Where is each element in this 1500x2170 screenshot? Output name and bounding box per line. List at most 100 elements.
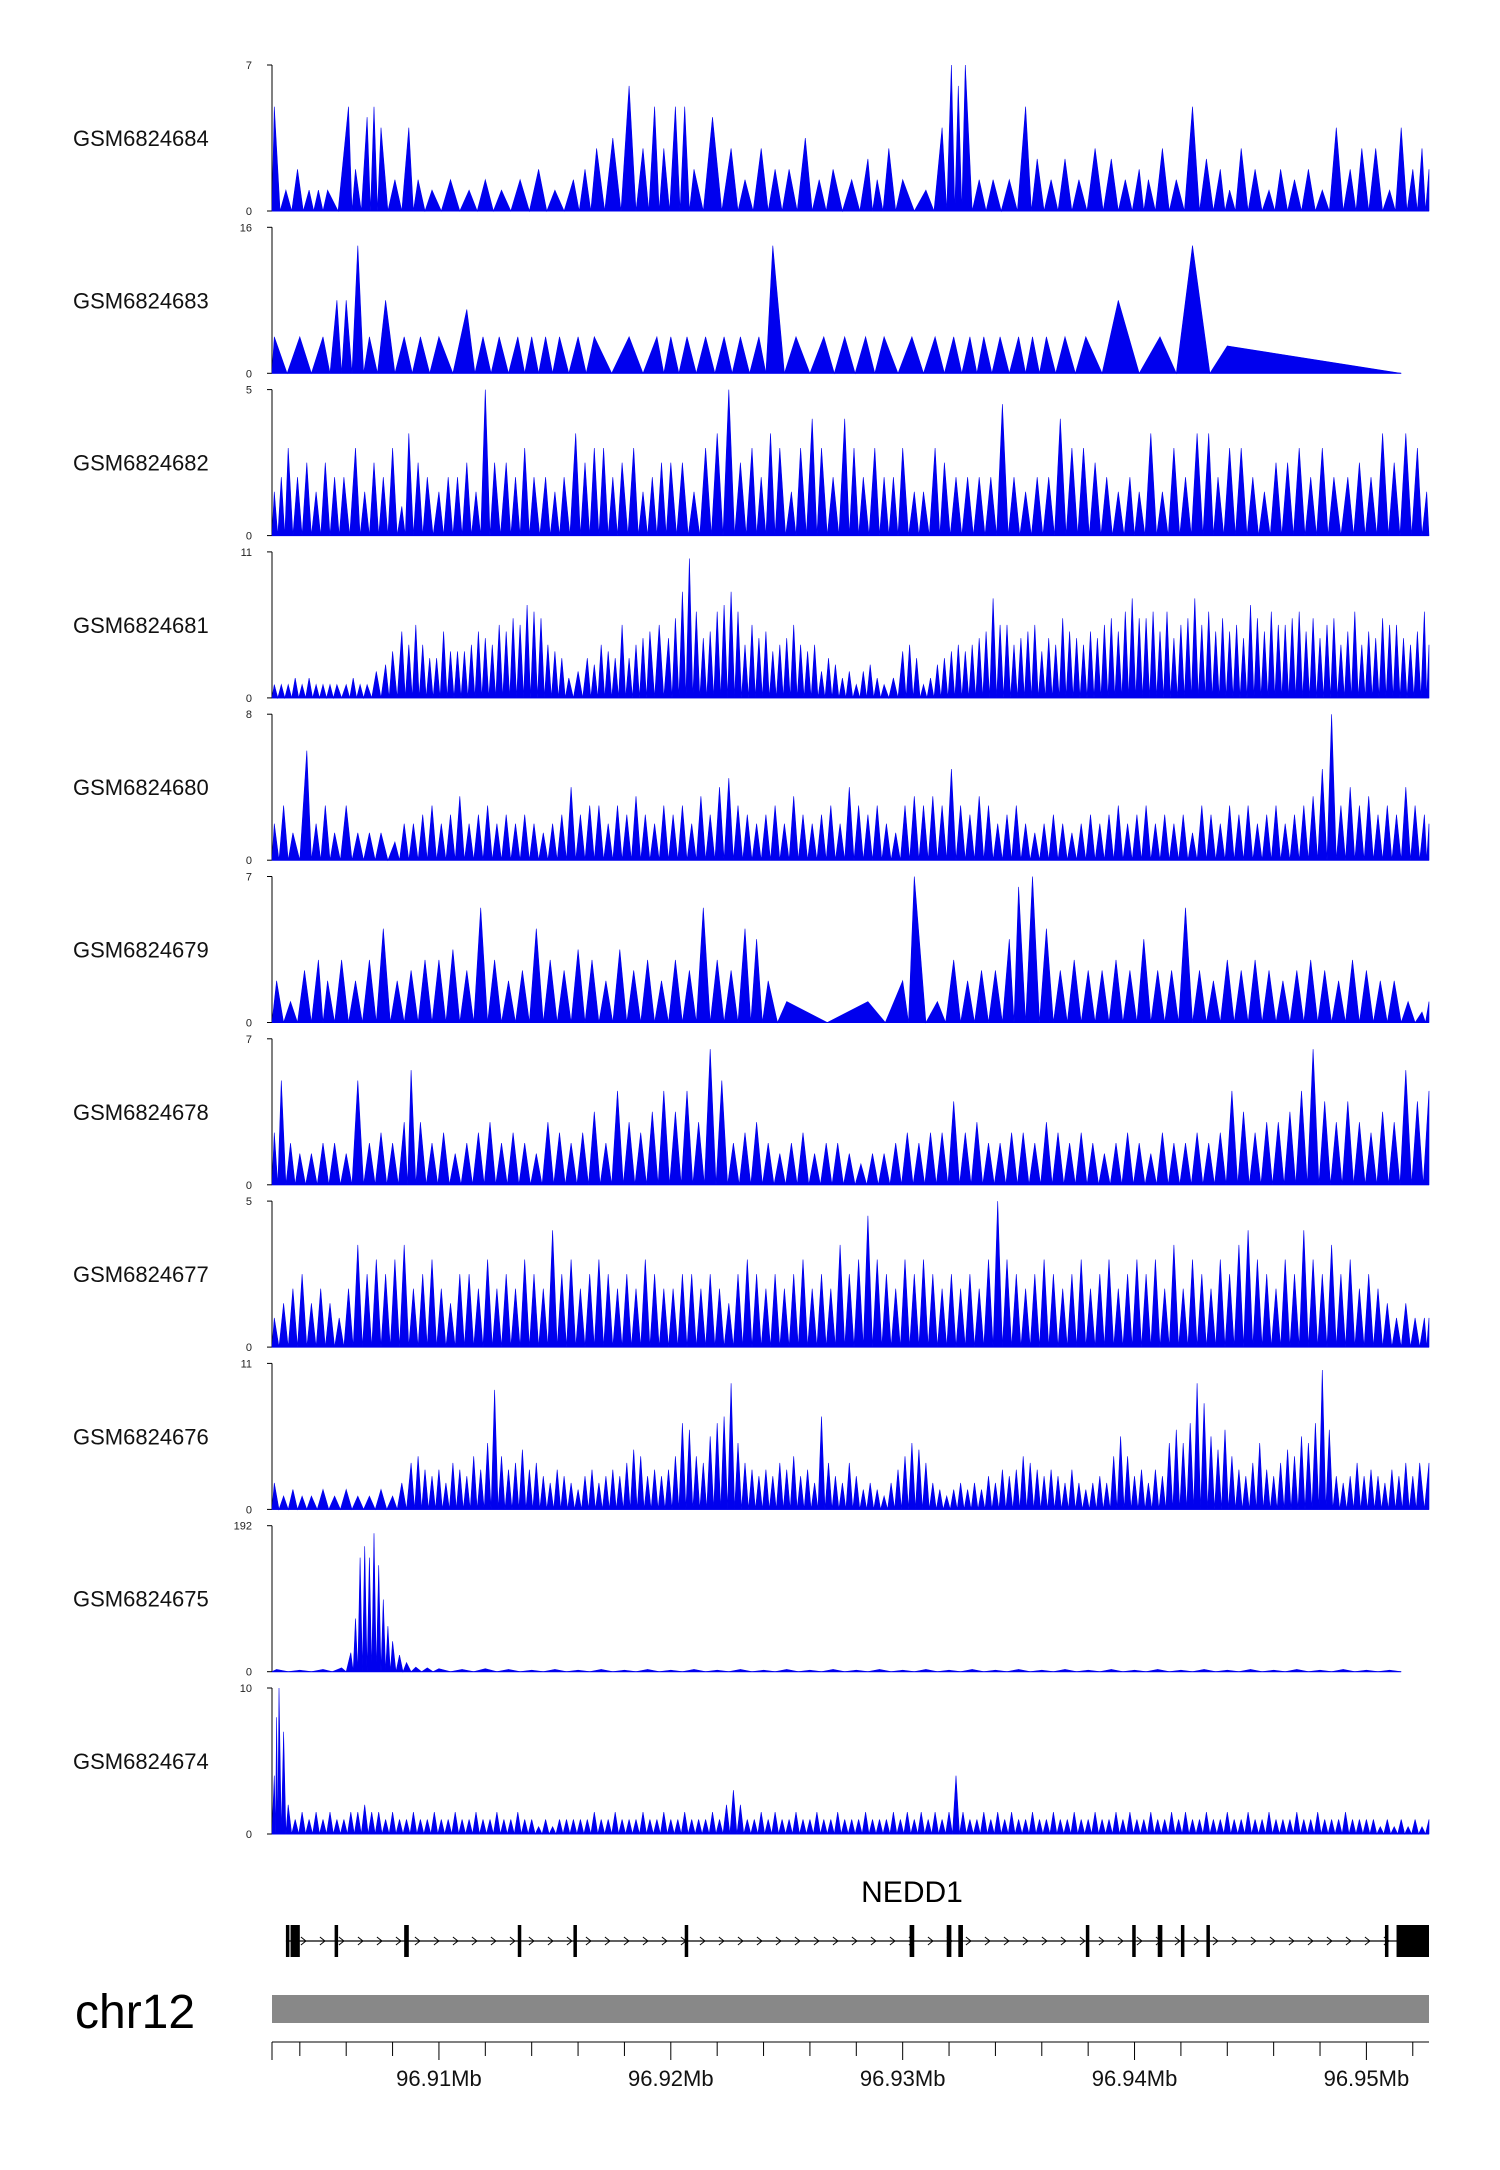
strand-arrow — [490, 1936, 497, 1946]
strand-arrow — [452, 1936, 459, 1946]
x-tick-label: 96.93Mb — [860, 2066, 946, 2091]
strand-arrow — [509, 1936, 516, 1946]
track-GSM6824677: GSM6824677 5 0 — [73, 1196, 1430, 1354]
track-label: GSM6824677 — [73, 1262, 209, 1287]
y-tick-label-zero: 0 — [246, 368, 252, 380]
strand-arrow — [642, 1936, 649, 1946]
signal-tracks: GSM682468470GSM6824683160GSM682468250GSM… — [73, 60, 1430, 1841]
track-label: GSM6824681 — [73, 613, 209, 638]
exon — [517, 1925, 522, 1957]
signal-area — [271, 714, 1430, 862]
y-tick-label-zero: 0 — [246, 1018, 252, 1030]
strand-arrow — [927, 1936, 934, 1946]
strand-arrow — [1136, 1936, 1143, 1946]
strand-arrow — [737, 1936, 744, 1946]
strand-arrow — [984, 1936, 991, 1946]
x-tick-label: 96.91Mb — [396, 2066, 482, 2091]
y-tick-label-max: 11 — [241, 1358, 252, 1370]
exon — [1384, 1925, 1389, 1957]
strand-arrow — [1288, 1936, 1295, 1946]
utr-exon — [1401, 1927, 1429, 1955]
strand-arrow — [604, 1936, 611, 1946]
genomic-axis: 96.91Mb 96.92Mb 96.93Mb 96.94Mb 96.95Mb — [271, 2041, 1429, 2091]
exon — [1180, 1925, 1185, 1957]
strand-arrow — [357, 1936, 364, 1946]
signal-area — [271, 64, 1430, 213]
track-GSM6824678: GSM6824678 7 0 — [73, 1034, 1430, 1192]
strand-arrow — [832, 1936, 839, 1946]
strand-arrow — [585, 1936, 592, 1946]
strand-arrow — [756, 1936, 763, 1946]
x-tick-label: 96.95Mb — [1324, 2066, 1410, 2091]
track-GSM6824681: GSM6824681 11 0 — [73, 547, 1430, 705]
exon — [285, 1925, 290, 1957]
strand-arrow — [623, 1936, 630, 1946]
strand-arrow — [1117, 1936, 1124, 1946]
strand-arrow — [718, 1936, 725, 1946]
track-GSM6824680: GSM6824680 8 0 — [73, 709, 1430, 867]
strand-arrow — [870, 1936, 877, 1946]
track-label: GSM6824680 — [73, 775, 209, 800]
strand-arrow — [851, 1936, 858, 1946]
y-tick-label-max: 7 — [246, 872, 252, 884]
strand-arrow — [1041, 1936, 1048, 1946]
signal-area — [271, 1533, 1402, 1673]
y-tick-label-zero: 0 — [246, 206, 252, 218]
y-tick-label-max: 16 — [240, 222, 252, 234]
strand-arrow — [1193, 1936, 1200, 1946]
y-tick-label-max: 5 — [246, 385, 252, 397]
strand-arrow — [1003, 1936, 1010, 1946]
strand-arrow — [794, 1936, 801, 1946]
strand-arrow — [471, 1936, 478, 1946]
exon — [573, 1925, 577, 1957]
strand-arrow — [1307, 1936, 1314, 1946]
strand-arrow — [1231, 1936, 1238, 1946]
x-tick-label: 96.92Mb — [628, 2066, 714, 2091]
strand-arrow — [338, 1936, 345, 1946]
strand-arrow — [547, 1936, 554, 1946]
exon — [290, 1925, 300, 1957]
strand-arrow — [528, 1936, 535, 1946]
track-label: GSM6824676 — [73, 1424, 209, 1449]
signal-area — [271, 1687, 1430, 1835]
strand-arrow — [300, 1936, 307, 1946]
track-label: GSM6824683 — [73, 288, 209, 313]
y-tick-label-zero: 0 — [246, 693, 252, 705]
strand-arrow — [1212, 1936, 1219, 1946]
strand-arrow — [775, 1936, 782, 1946]
strand-arrow — [1250, 1936, 1257, 1946]
exon — [404, 1925, 409, 1957]
strand-arrow — [965, 1936, 972, 1946]
strand-arrow — [1079, 1936, 1086, 1946]
track-GSM6824676: GSM6824676 11 0 — [73, 1358, 1430, 1516]
strand-arrow — [1364, 1936, 1371, 1946]
track-label: GSM6824682 — [73, 451, 209, 476]
strand-arrow — [566, 1936, 573, 1946]
y-tick-label-zero: 0 — [246, 1342, 252, 1354]
track-label: GSM6824675 — [73, 1587, 209, 1612]
strand-arrow — [1098, 1936, 1105, 1946]
exon — [1206, 1925, 1210, 1957]
strand-arrow — [1326, 1936, 1333, 1946]
strand-arrow — [1345, 1936, 1352, 1946]
signal-area — [271, 876, 1430, 1024]
strand-arrow — [433, 1936, 440, 1946]
strand-arrow — [661, 1936, 668, 1946]
chromosome-bar — [272, 1995, 1429, 2023]
strand-arrow — [319, 1936, 326, 1946]
chromosome-label: chr12 — [75, 1986, 195, 2039]
exon — [958, 1925, 963, 1957]
signal-area — [271, 389, 1430, 536]
gene-track: NEDD1 — [285, 1876, 1429, 1957]
y-tick-label-max: 7 — [246, 1034, 252, 1046]
y-tick-label-max: 11 — [241, 547, 252, 559]
strand-arrow — [1022, 1936, 1029, 1946]
track-label: GSM6824679 — [73, 938, 209, 963]
exon — [909, 1925, 915, 1957]
exon — [334, 1925, 339, 1957]
strand-arrow — [889, 1936, 896, 1946]
y-tick-label-zero: 0 — [246, 1829, 252, 1841]
track-label: GSM6824678 — [73, 1100, 209, 1125]
y-tick-label-max: 7 — [246, 60, 252, 72]
